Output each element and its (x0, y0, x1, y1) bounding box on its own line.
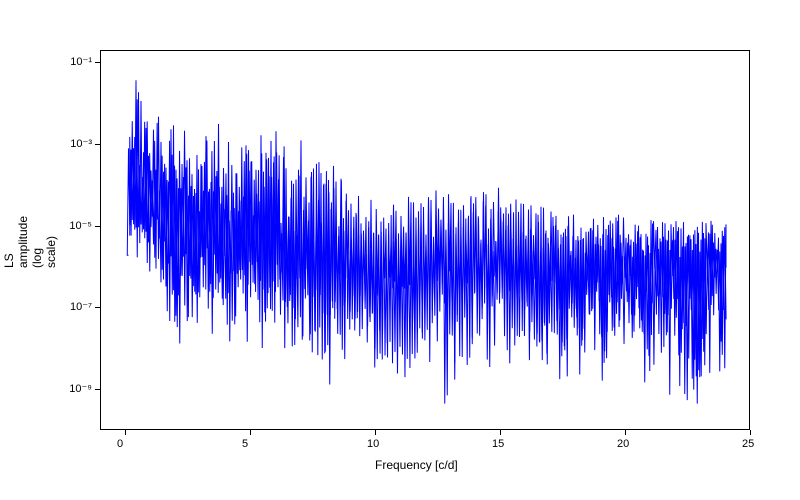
y-axis-label: LS amplitude (log scale) (2, 248, 58, 268)
plot-area (100, 50, 750, 430)
x-axis-label: Frequency [c/d] (375, 458, 458, 472)
chart-container: LS amplitude (log scale) Frequency [c/d]… (0, 0, 800, 500)
periodogram-line (101, 51, 751, 431)
